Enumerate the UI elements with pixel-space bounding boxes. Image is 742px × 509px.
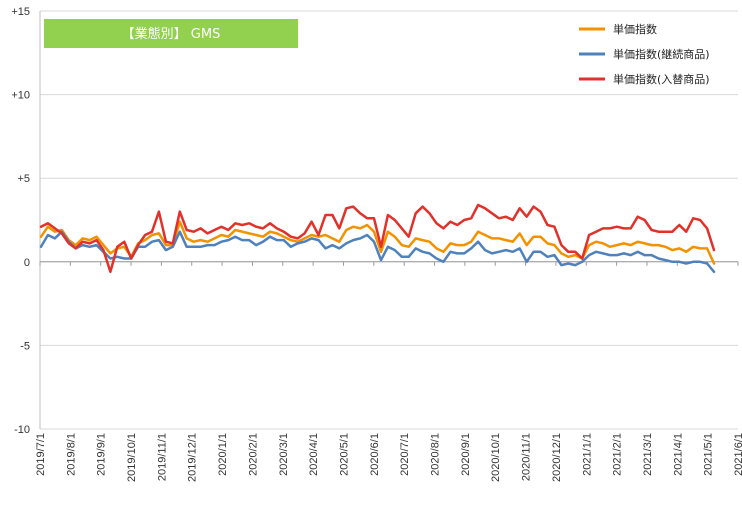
title-badge-background <box>44 19 298 48</box>
x-tick-label: 2021/6/1 <box>733 433 742 476</box>
x-tick-label: 2020/7/1 <box>399 433 411 476</box>
x-tick-label: 2019/9/1 <box>96 433 108 476</box>
y-tick-label: +5 <box>17 173 30 185</box>
legend-item: 単価指数 <box>579 22 657 36</box>
chart-title-badge: 【業態別】 GMS <box>44 19 298 48</box>
x-tick-label: 2019/10/1 <box>126 433 138 482</box>
x-tick-label: 2020/4/1 <box>308 433 320 476</box>
legend-item: 単価指数(継続商品) <box>579 47 710 61</box>
x-tick-label: 2021/5/1 <box>703 433 715 476</box>
axes <box>39 11 739 429</box>
legend-label: 単価指数(入替商品) <box>613 72 710 86</box>
x-tick-label: 2020/2/1 <box>247 433 259 476</box>
y-tick-labels: +15 +10 +5 0 -5 -10 <box>11 6 30 436</box>
x-tick-label: 2020/12/1 <box>551 433 563 482</box>
legend-item: 単価指数(入替商品) <box>579 72 710 86</box>
y-tick-label: -10 <box>14 424 30 436</box>
series-line-1 <box>39 220 716 265</box>
x-tick-label: 2021/1/1 <box>581 433 593 476</box>
x-tick-label: 2019/7/1 <box>35 433 47 476</box>
x-tick-labels: 2019/7/1 2019/8/1 2019/9/1 2019/10/1 2019/11… <box>35 433 742 482</box>
x-tick-label: 2020/9/1 <box>460 433 472 476</box>
x-tick-label: 2020/5/1 <box>338 433 350 476</box>
legend-label: 単価指数(継続商品) <box>613 47 710 61</box>
y-tick-label: +15 <box>11 6 30 18</box>
x-tick-label: 2020/10/1 <box>490 433 502 482</box>
chart-title: 【業態別】 GMS <box>122 26 221 42</box>
x-tick-label: 2020/1/1 <box>217 433 229 476</box>
x-tick-label: 2021/4/1 <box>672 433 684 476</box>
series-lines <box>39 203 716 274</box>
x-tick-label: 2020/3/1 <box>278 433 290 476</box>
x-tick-label: 2021/2/1 <box>612 433 624 476</box>
legend-label: 単価指数 <box>613 22 657 36</box>
y-tick-label: 0 <box>24 257 30 269</box>
y-tick-label: -5 <box>20 340 30 352</box>
x-tick-label: 2019/12/1 <box>187 433 199 482</box>
x-tick-label: 2019/8/1 <box>65 433 77 476</box>
y-tick-label: +10 <box>11 90 30 102</box>
series-line-3 <box>39 203 716 274</box>
x-tick-label: 2020/11/1 <box>521 433 533 481</box>
x-tick-label: 2020/8/1 <box>430 433 442 476</box>
x-tick-label: 2021/3/1 <box>642 433 654 476</box>
x-tick-label: 2020/6/1 <box>369 433 381 476</box>
series-line-2 <box>39 230 716 274</box>
x-tick-label: 2019/11/1 <box>156 433 168 481</box>
